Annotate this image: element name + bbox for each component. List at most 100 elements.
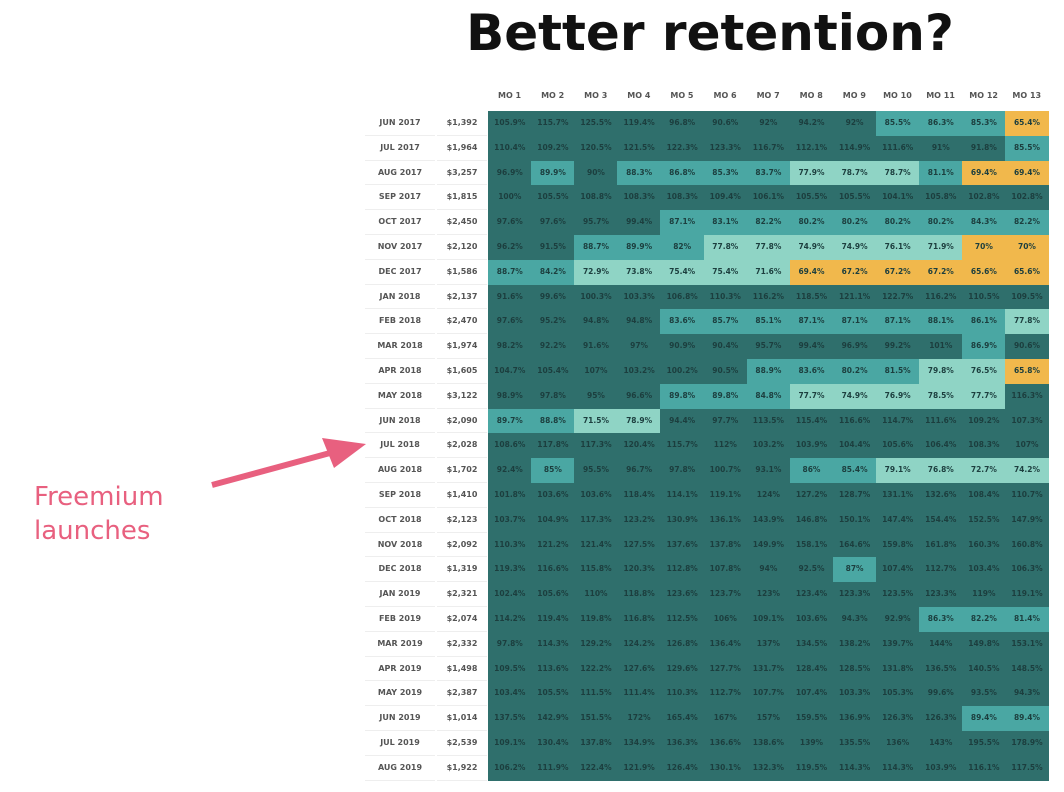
column-header: MO 12 <box>969 91 998 100</box>
heatmap-cell: 123% <box>746 582 791 608</box>
heatmap-cell: 93.5% <box>962 681 1006 707</box>
heatmap-cell: 117.5% <box>1005 755 1049 782</box>
revenue-label: $2,450 <box>437 210 487 235</box>
heatmap-cell: 120.5% <box>574 135 618 162</box>
heatmap-cell: 120.4% <box>617 433 661 459</box>
heatmap-cell: 103.6% <box>531 483 575 509</box>
heatmap-cell: 152.5% <box>962 507 1006 534</box>
heatmap-cell: 128.7% <box>832 483 877 509</box>
heatmap-cell: 74.9% <box>832 383 877 410</box>
heatmap-cell: 95.7% <box>746 334 791 360</box>
heatmap-cell: 94.4% <box>660 408 704 434</box>
heatmap-cell: 82% <box>660 235 704 261</box>
heatmap-cell: 103.4% <box>962 557 1006 583</box>
heatmap-cell: 117.8% <box>531 433 575 459</box>
heatmap-cell: 65.8% <box>1005 359 1049 385</box>
revenue-label: $1,815 <box>437 185 487 211</box>
heatmap-cell: 84.8% <box>746 383 791 410</box>
heatmap-cell: 158.1% <box>789 532 834 558</box>
heatmap-cell: 111.6% <box>919 408 963 434</box>
heatmap-cell: 117.3% <box>574 507 618 534</box>
heatmap-cell: 125.5% <box>574 111 618 137</box>
heatmap-cell: 112.5% <box>660 607 704 633</box>
heatmap-cell: 81.1% <box>919 160 963 186</box>
heatmap-cell: 85.3% <box>703 160 748 186</box>
heatmap-cell: 79.8% <box>919 359 963 385</box>
heatmap-cell: 105.4% <box>531 359 575 385</box>
heatmap-cell: 119.8% <box>574 607 618 633</box>
heatmap-cell: 108.4% <box>962 483 1006 509</box>
heatmap-cell: 97% <box>617 334 661 360</box>
heatmap-cell: 154.4% <box>919 507 963 534</box>
heatmap-cell: 107.4% <box>789 681 834 707</box>
heatmap-cell: 139.7% <box>875 631 920 658</box>
revenue-label: $2,120 <box>437 235 487 260</box>
heatmap-cell: 110.3% <box>660 681 704 707</box>
heatmap-cell: 116.2% <box>746 284 791 310</box>
heatmap-cell: 96.8% <box>660 111 704 137</box>
cohort-label: AUG 2017 <box>365 161 435 186</box>
revenue-label: $1,410 <box>437 483 487 508</box>
heatmap-cell: 103.2% <box>746 433 791 459</box>
heatmap-cell: 107.3% <box>1005 408 1049 434</box>
heatmap-cell: 94.3% <box>832 607 877 633</box>
heatmap-cell: 107.8% <box>703 557 748 583</box>
heatmap-cell: 69.4% <box>789 259 834 286</box>
heatmap-cell: 137% <box>746 631 791 658</box>
heatmap-cell: 97.6% <box>531 210 575 236</box>
heatmap-cell: 108.3% <box>962 433 1006 459</box>
heatmap-cell: 89.9% <box>531 160 575 186</box>
heatmap-cell: 83.6% <box>660 309 704 335</box>
cohort-label: MAR 2018 <box>365 334 435 359</box>
heatmap-cell: 103.9% <box>919 755 963 782</box>
heatmap-cell: 87.1% <box>875 309 920 335</box>
heatmap-cell: 172% <box>617 706 661 732</box>
heatmap-cell: 97.8% <box>531 383 575 410</box>
heatmap-cell: 128.5% <box>832 656 877 682</box>
heatmap-cell: 72.7% <box>962 458 1006 484</box>
heatmap-cell: 91.6% <box>488 284 532 310</box>
heatmap-cell: 108.3% <box>617 185 661 211</box>
heatmap-cell: 131.8% <box>875 656 920 682</box>
heatmap-cell: 92% <box>746 111 791 137</box>
heatmap-cell: 107.4% <box>875 557 920 583</box>
heatmap-cell: 91% <box>919 135 963 162</box>
heatmap-cell: 120.3% <box>617 557 661 583</box>
cohort-label: JUN 2018 <box>365 409 435 434</box>
heatmap-cell: 92.2% <box>531 334 575 360</box>
heatmap-cell: 74.2% <box>1005 458 1049 484</box>
cohort-label: JAN 2018 <box>365 285 435 310</box>
heatmap-cell: 78.9% <box>617 408 661 434</box>
heatmap-cell: 77.8% <box>703 235 748 261</box>
heatmap-cell: 124% <box>746 483 791 509</box>
heatmap-cell: 148.5% <box>1005 656 1049 682</box>
heatmap-cell: 111.4% <box>617 681 661 707</box>
heatmap-cell: 92.5% <box>789 557 834 583</box>
cohort-label: SEP 2017 <box>365 185 435 211</box>
heatmap-cell: 75.4% <box>660 259 704 286</box>
revenue-label: $1,922 <box>437 756 487 781</box>
heatmap-cell: 123.3% <box>703 135 748 162</box>
cohort-label: AUG 2018 <box>365 458 435 483</box>
annotation: Freemium launches <box>34 480 164 548</box>
heatmap-cell: 86% <box>789 458 834 484</box>
heatmap-cell: 77.7% <box>962 383 1006 410</box>
heatmap-cell: 97.8% <box>488 631 532 658</box>
heatmap-cell: 127.2% <box>789 483 834 509</box>
heatmap-cell: 165.4% <box>660 706 704 732</box>
cohort-label: MAY 2018 <box>365 384 435 409</box>
heatmap-cell: 101.8% <box>488 483 532 509</box>
heatmap-cell: 149.8% <box>962 631 1006 658</box>
heatmap-cell: 83.7% <box>746 160 791 186</box>
heatmap-cell: 65.4% <box>1005 111 1049 137</box>
heatmap-cell: 87.1% <box>832 309 877 335</box>
heatmap-cell: 103.6% <box>574 483 618 509</box>
heatmap-cell: 112% <box>703 433 748 459</box>
cohort-label: JUN 2019 <box>365 706 435 731</box>
heatmap-cell: 110.4% <box>488 135 532 162</box>
heatmap-cell: 85.5% <box>1005 135 1049 162</box>
heatmap-cell: 85.7% <box>703 309 748 335</box>
heatmap-cell: 122.4% <box>574 755 618 782</box>
heatmap-cell: 157% <box>746 706 791 732</box>
revenue-label: $2,332 <box>437 632 487 657</box>
